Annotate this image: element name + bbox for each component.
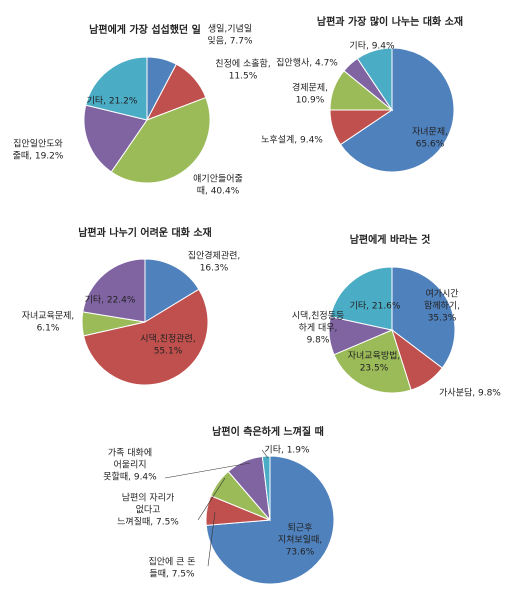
slice-label: 자녀교육방법, — [348, 351, 401, 362]
slice-label: 기타, 21.6% — [350, 301, 401, 312]
slice-label: 집안경제관련, — [188, 250, 241, 262]
slice-label: 73.6% — [286, 548, 315, 558]
leader-line — [164, 462, 251, 479]
slice-label: 기타, 9.4% — [349, 41, 395, 52]
slice-label: 함께하기, — [424, 301, 460, 312]
chart-title: 남편과 가장 많이 나누는 대화 소재 — [317, 15, 463, 28]
slice-label: 노후설계, 9.4% — [261, 134, 323, 146]
slice-label: 기타, 21.2% — [87, 96, 138, 107]
slice-label: 기타, 1.9% — [264, 445, 310, 456]
slice-label: 16.3% — [200, 264, 229, 274]
slice-label: 친정에 소홀함, — [215, 58, 270, 70]
slice-label: 55.1% — [154, 347, 183, 357]
slice-label: 6.1% — [37, 324, 60, 334]
slice-label: 퇴근후 — [288, 523, 313, 534]
chart-title: 남편과 나누기 어려운 대화 소재 — [78, 226, 212, 239]
slice-label: 자녀교육문제, — [22, 311, 75, 322]
pie-slice — [110, 96, 211, 184]
slice-label: 느껴질때, 7.5% — [117, 516, 179, 528]
slice-label: 생일,기념일 — [208, 24, 252, 35]
slice-label: 가사분담, 9.8% — [439, 387, 501, 399]
chart-title: 남편에게 가장 섭섭했던 일 — [89, 23, 201, 36]
slice-label: 65.6% — [416, 140, 445, 150]
pie-slice — [85, 56, 148, 121]
slice-label: 들때, 7.5% — [149, 569, 195, 580]
slice-label: 잊음, 7.7% — [207, 35, 253, 47]
slice-label: 하게 대우, — [299, 323, 338, 334]
pie-slice — [82, 258, 146, 323]
pie-slice — [261, 455, 271, 521]
pie-slice — [356, 47, 393, 112]
slice-label: 때, 40.4% — [197, 186, 240, 197]
slice-label: 9.8% — [307, 336, 330, 346]
slice-label: 시댁,친정관련, — [140, 334, 195, 345]
pie-slice — [339, 47, 455, 173]
slice-label: 지쳐보일때, — [278, 534, 322, 546]
slice-label: 남편의 자리가 — [122, 492, 175, 504]
slice-label: 집안에 큰 돈 — [148, 556, 195, 568]
slice-label: 없다고 — [136, 505, 161, 516]
leader-line — [207, 511, 216, 567]
pie-slice — [333, 329, 412, 394]
slice-label: 자녀문제, — [412, 127, 448, 138]
slice-label: 시댁,친정등등 — [292, 311, 345, 322]
pie-slice — [329, 266, 393, 331]
pie-slice — [144, 258, 200, 323]
slice-label: 가족 대화에 — [108, 448, 152, 459]
slice-label: 11.5% — [229, 72, 258, 82]
slice-label: 기타, 22.4% — [85, 295, 136, 306]
leader-line — [261, 449, 269, 459]
slice-label: 줄때, 19.2% — [13, 151, 64, 162]
slice-label: 경제문제, — [292, 82, 328, 94]
slice-label: 35.3% — [428, 314, 457, 324]
pie-slice — [82, 288, 209, 386]
slice-label: 10.9% — [296, 96, 325, 106]
chart-title: 남편이 측은하게 느껴질 때 — [212, 425, 324, 438]
slice-label: 못할때, 9.4% — [103, 472, 157, 483]
slice-label: 어울리지 — [113, 460, 146, 471]
pie-slice — [83, 104, 148, 173]
slice-label: 얘기안들어줄 — [193, 174, 243, 185]
chart-title: 남편에게 바라는 것 — [350, 233, 431, 246]
slice-label: 집안행사, 4.7% — [276, 57, 338, 69]
pie-slice — [391, 266, 456, 369]
slice-label: 여가시간 — [425, 288, 458, 300]
slice-label: 23.5% — [360, 364, 389, 374]
slice-label: 집안일안도와 — [13, 138, 63, 150]
leader-line — [197, 477, 226, 521]
